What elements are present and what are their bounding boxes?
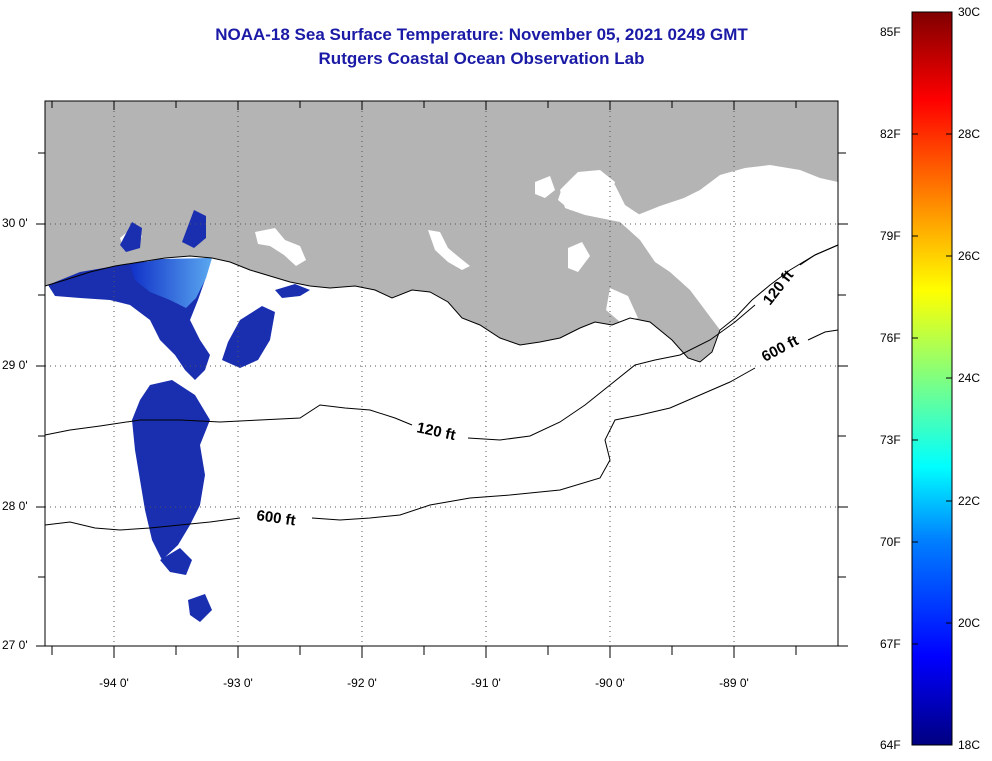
colorbar-label-30c: 30C xyxy=(958,5,981,19)
axis-ticks xyxy=(36,101,848,658)
isobath-600ft xyxy=(44,329,839,531)
colorbar-label-67f: 67F xyxy=(880,637,901,651)
colorbar-label-20c: 20C xyxy=(958,616,981,630)
lon-label-93: -93 0' xyxy=(223,676,253,690)
bay-barataria xyxy=(606,288,638,322)
colorbar-label-24c: 24C xyxy=(958,371,981,385)
lon-label-92: -92 0' xyxy=(347,676,377,690)
lon-label-94: -94 0' xyxy=(99,676,129,690)
colorbar-label-26c: 26C xyxy=(958,249,981,263)
lat-label-29: 29 0' xyxy=(2,358,28,372)
colorbar-label-70f: 70F xyxy=(880,535,901,549)
lake-pontchartrain xyxy=(558,170,615,212)
colorbar-label-76f: 76F xyxy=(880,331,901,345)
contour-label-600ft-west: 600 ft xyxy=(255,507,296,529)
isobath-120ft xyxy=(44,244,839,441)
lon-label-90: -90 0' xyxy=(595,676,625,690)
lake-borgne xyxy=(630,190,740,280)
lake-salvador xyxy=(568,242,590,272)
coastline xyxy=(44,244,839,363)
lake-grand xyxy=(428,230,470,270)
colorbar-label-22c: 22C xyxy=(958,494,981,508)
sst-swath xyxy=(48,210,310,622)
lat-label-28: 28 0' xyxy=(2,499,28,513)
colorbar-label-28c: 28C xyxy=(958,127,981,141)
lon-label-91: -91 0' xyxy=(471,676,501,690)
colorbar-label-64f: 64F xyxy=(880,738,901,752)
lat-label-27: 27 0' xyxy=(2,638,28,652)
lake-maurepas xyxy=(535,176,555,198)
colorbar-label-85f: 85F xyxy=(880,25,901,39)
land-mass xyxy=(45,101,838,362)
colorbar-label-79f: 79F xyxy=(880,229,901,243)
lake-calcasieu xyxy=(255,228,306,266)
colorbar-label-73f: 73F xyxy=(880,433,901,447)
map-title: NOAA-18 Sea Surface Temperature: Novembe… xyxy=(215,25,748,44)
lon-label-89: -89 0' xyxy=(719,676,749,690)
colorbar-label-82f: 82F xyxy=(880,127,901,141)
colorbar-ticks xyxy=(912,133,952,645)
colorbar-label-18c: 18C xyxy=(958,738,981,752)
map-border xyxy=(44,100,839,647)
lat-label-30: 30 0' xyxy=(2,216,28,230)
map-subtitle: Rutgers Coastal Ocean Observation Lab xyxy=(318,49,645,68)
